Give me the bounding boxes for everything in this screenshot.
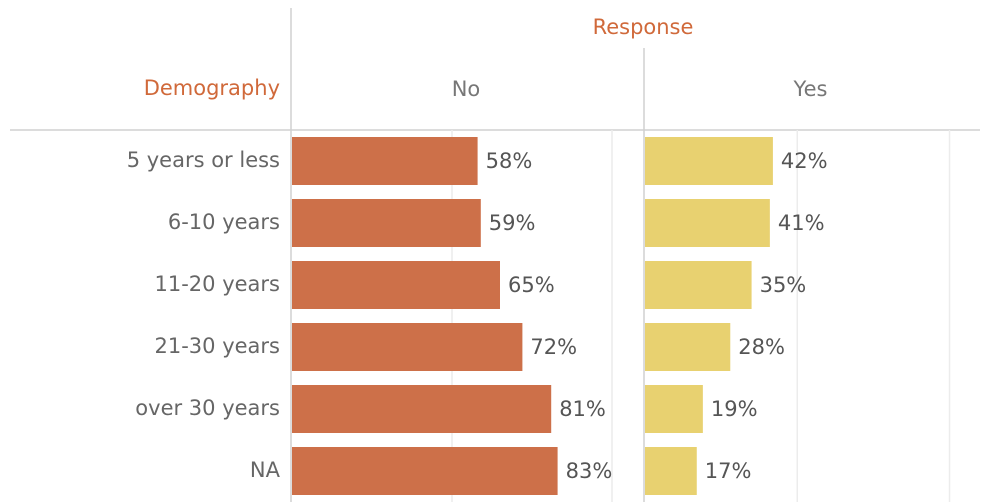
bar: [292, 323, 523, 371]
bar: [645, 199, 770, 247]
category-label: 11-20 years: [155, 272, 281, 296]
value-label: 35%: [760, 273, 807, 297]
category-label: 21-30 years: [155, 334, 281, 358]
value-label: 72%: [530, 335, 577, 359]
chart-title: Response: [593, 15, 694, 39]
bar: [645, 137, 773, 185]
value-label: 42%: [781, 149, 828, 173]
value-label: 17%: [705, 459, 752, 483]
bar: [292, 447, 558, 495]
panel-header: Yes: [793, 77, 828, 101]
bar: [292, 199, 481, 247]
value-label: 81%: [559, 397, 606, 421]
value-label: 28%: [738, 335, 785, 359]
category-label: 6-10 years: [168, 210, 280, 234]
value-label: 83%: [566, 459, 613, 483]
bar: [645, 261, 752, 309]
value-label: 65%: [508, 273, 555, 297]
bar: [292, 137, 478, 185]
category-label: NA: [250, 458, 281, 482]
bar: [645, 385, 703, 433]
value-label: 41%: [778, 211, 825, 235]
value-label: 59%: [489, 211, 536, 235]
category-label: 5 years or less: [127, 148, 280, 172]
bar: [645, 323, 731, 371]
row-header: Demography: [144, 76, 280, 100]
bar: [292, 261, 500, 309]
panel-header: No: [452, 77, 481, 101]
value-label: 58%: [486, 149, 533, 173]
value-label: 19%: [711, 397, 758, 421]
bar: [292, 385, 552, 433]
category-label: over 30 years: [135, 396, 280, 420]
bar: [645, 447, 697, 495]
